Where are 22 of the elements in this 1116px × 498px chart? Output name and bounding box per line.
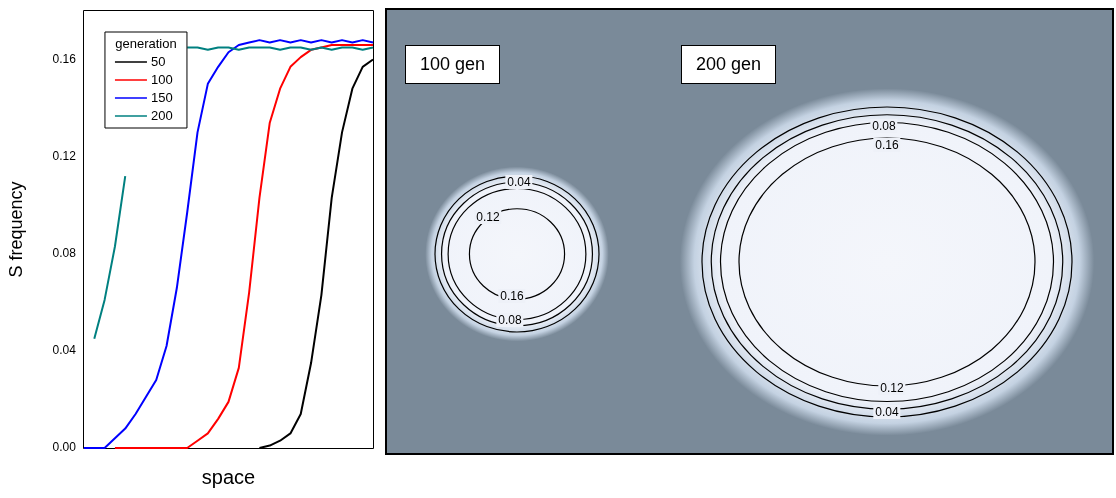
legend-label: 150 [150,89,173,105]
legend-label: 50 [150,53,166,69]
y-axis-title: S frequency [5,181,26,278]
x-axis-title: space [201,465,256,488]
text: 0.04 [873,405,901,419]
y-tick-label: 0.00 [52,440,77,455]
text: 200 gen [681,45,777,84]
legend-label: 200 [150,107,173,123]
y-tick-label: 0.08 [52,246,77,261]
legend-label: 100 [150,71,173,87]
legend-title: generation [115,35,177,51]
text: 0.12 [878,381,906,395]
y-tick-label: 0.04 [52,343,77,358]
text: 0.04 [505,175,533,189]
text: 0.08 [870,119,898,133]
y-tick-label: 0.16 [52,51,77,66]
text: 0.16 [498,289,526,303]
text: 0.16 [873,138,901,152]
y-tick-label: 0.12 [52,148,77,163]
text: 0.08 [496,313,524,327]
text: 100 gen [405,45,501,84]
text: 0.12 [474,210,502,224]
